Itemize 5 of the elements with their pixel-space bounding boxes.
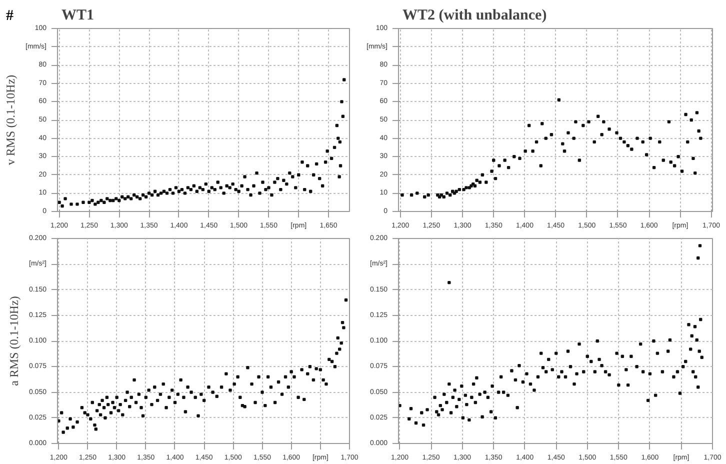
y-axis-title: v RMS (0.1-10Hz) (4, 74, 18, 166)
chart-title: WT2 (with unbalance) (402, 8, 547, 24)
chart-title: WT1 (62, 8, 94, 24)
y-axis-title: a RMS (0.1-10Hz) (6, 296, 21, 386)
text: # (6, 7, 14, 26)
